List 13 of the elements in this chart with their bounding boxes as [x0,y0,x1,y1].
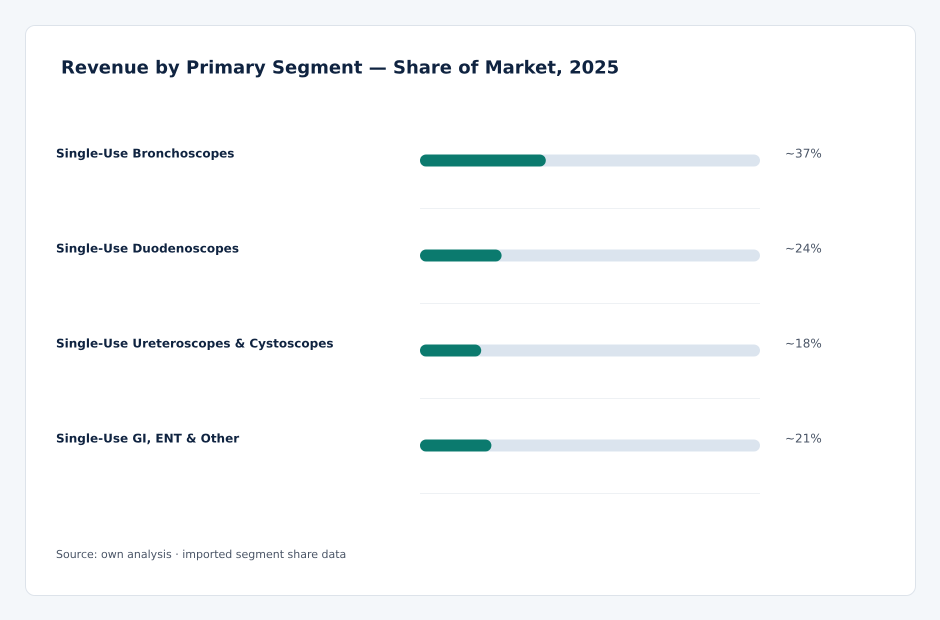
data-label: ~24% [785,242,822,256]
y-tick-label: Single-Use GI, ENT & Other [56,432,240,446]
source-note: Source: own analysis · imported segment share data [56,548,346,561]
y-tick-label: Single-Use Duodenoscopes [56,242,239,256]
y-tick-label: Single-Use Ureteroscopes & Cystoscopes [56,336,334,350]
bar [420,440,492,452]
data-label: ~37% [785,146,822,160]
data-label: ~21% [785,432,822,446]
data-label: ~18% [785,336,822,350]
bar [420,344,482,356]
chart-title: Revenue by Primary Segment — Share of Market, 2025 [61,58,620,78]
y-tick-label: Single-Use Bronchoscopes [56,146,234,160]
bar [420,250,502,262]
